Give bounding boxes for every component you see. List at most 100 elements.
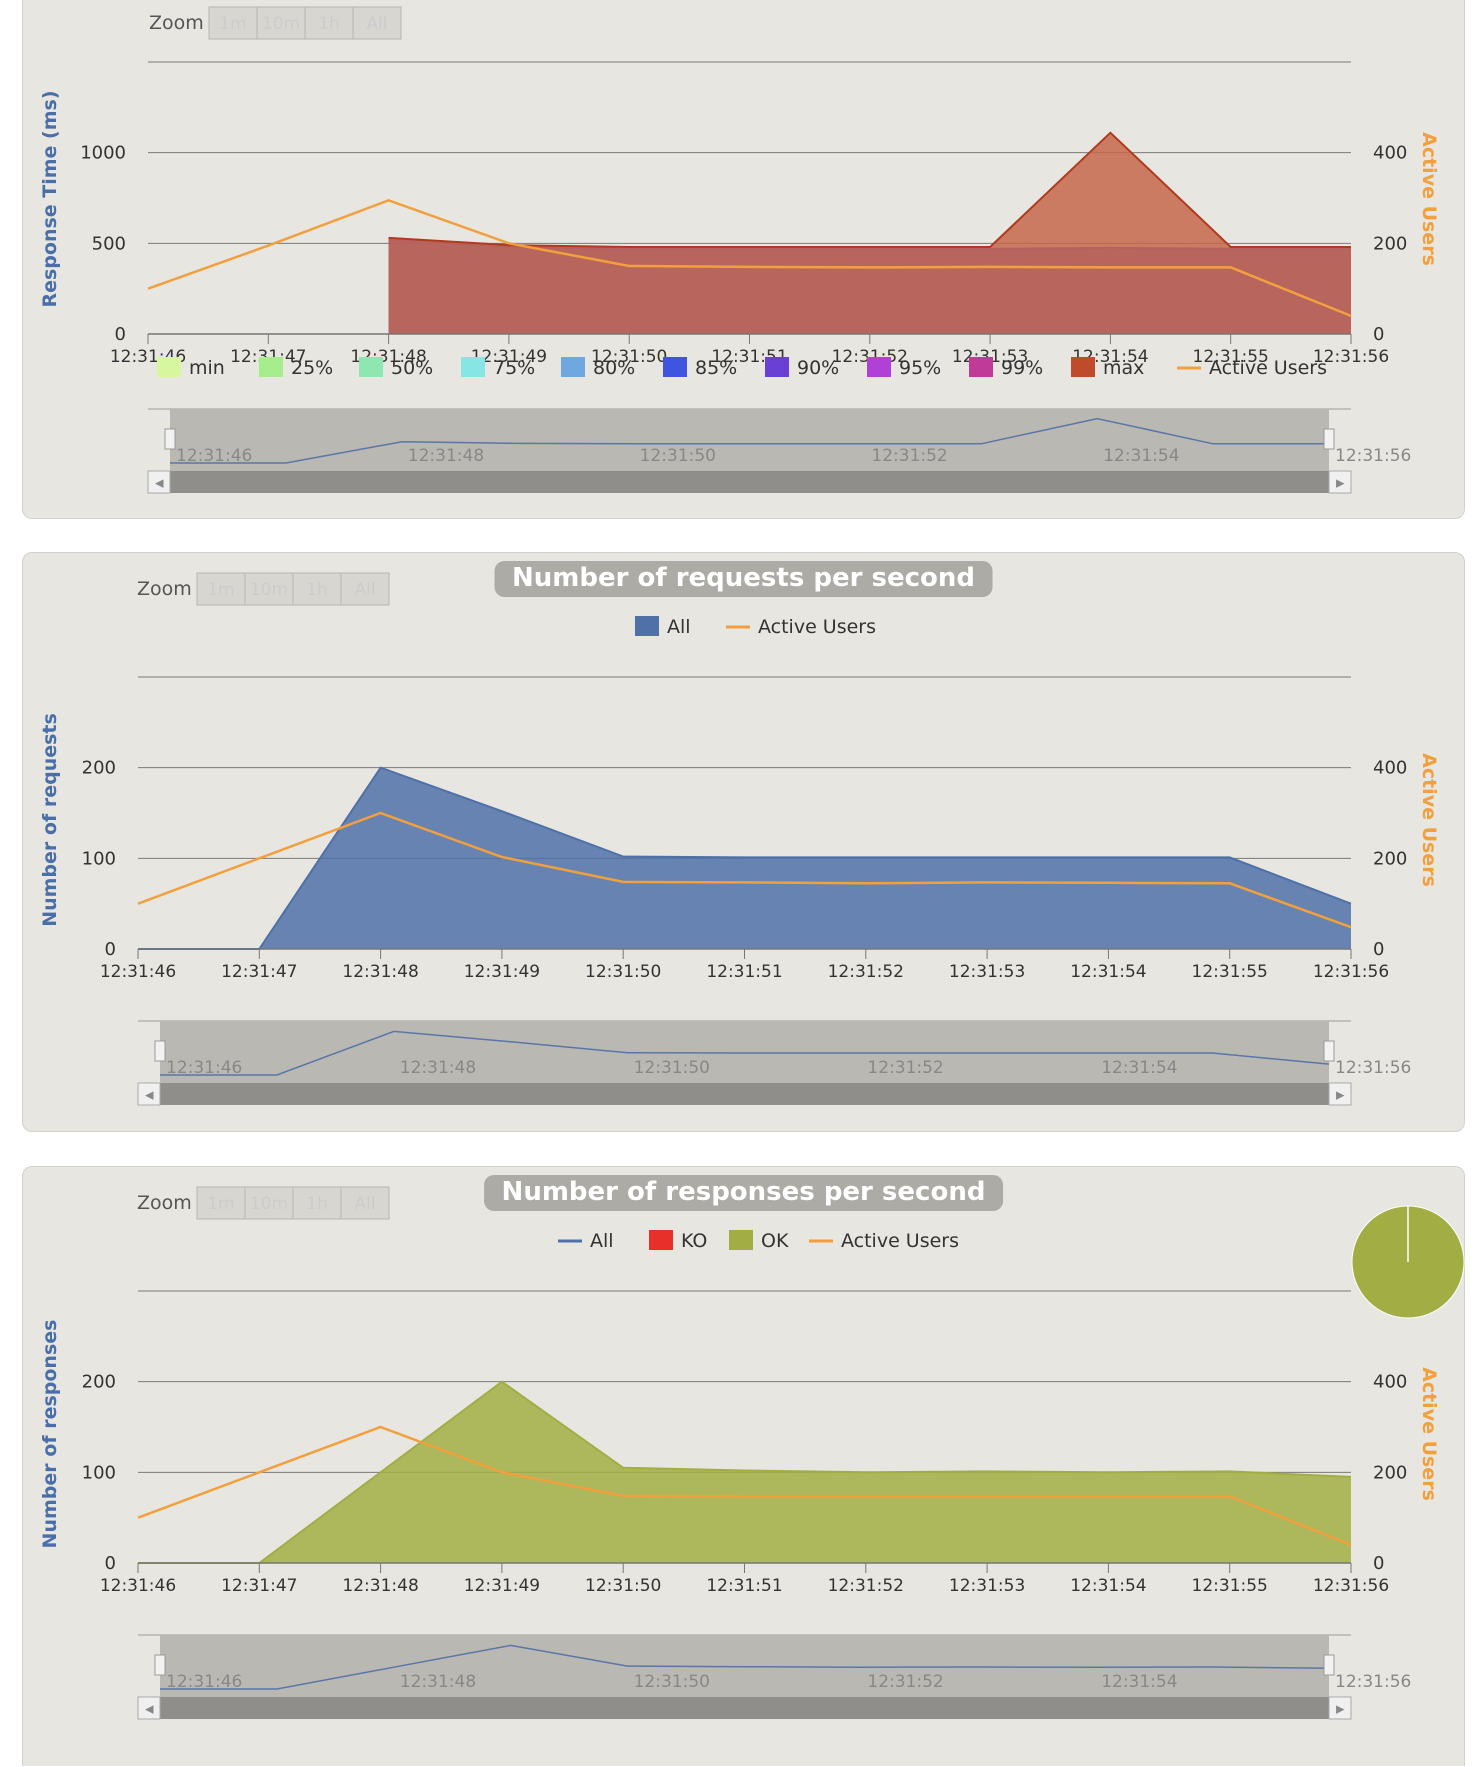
zoom-button-bg	[244, 572, 294, 606]
zoom-button-bg	[196, 572, 246, 606]
legend-item-all[interactable]: All	[558, 1230, 614, 1252]
scrollbar-track[interactable]	[148, 471, 1351, 493]
scroll-right-arrow-icon: ▸	[1336, 473, 1345, 493]
scroll-right-button[interactable]	[1328, 470, 1352, 494]
y2-axis-title: Active Users	[1418, 1367, 1440, 1501]
navigator-tick-label: 12:31:50	[640, 446, 716, 466]
navigator-window[interactable]	[170, 409, 1329, 471]
scroll-left-arrow-icon: ◂	[145, 1085, 154, 1105]
zoom-button-10m[interactable]: 10m	[244, 572, 294, 606]
x-axis-tick-label: 12:31:56	[1313, 1576, 1389, 1596]
legend-item-active-users[interactable]: Active Users	[1177, 357, 1327, 379]
y2-axis-tick-label: 0	[1373, 1553, 1384, 1574]
zoom-button-1h[interactable]: 1h	[304, 6, 354, 40]
legend-label: KO	[681, 1230, 707, 1252]
navigator-tick-label: 12:31:56	[1335, 1672, 1411, 1692]
zoom-button-all[interactable]: All	[352, 6, 402, 40]
navigator-right-handle[interactable]	[1323, 1654, 1335, 1676]
legend-item-75pct[interactable]: 75%	[461, 357, 535, 379]
y-axis-title: Number of responses	[39, 1320, 61, 1549]
legend-item-all[interactable]: All	[635, 616, 691, 638]
scrollbar-track[interactable]	[138, 1697, 1351, 1719]
zoom-button-1h[interactable]: 1h	[292, 1186, 342, 1220]
zoom-button-1h[interactable]: 1h	[292, 572, 342, 606]
x-axis-tick-label: 12:31:49	[464, 1576, 540, 1596]
active-users-line	[137, 1425, 1352, 1547]
zoom-button-all[interactable]: All	[340, 572, 390, 606]
zoom-button-label: 1h	[306, 580, 328, 600]
legend-swatch	[157, 357, 181, 377]
navigator-left-handle[interactable]	[154, 1040, 166, 1062]
y-axis-tick-label: 0	[115, 324, 126, 345]
x-axis-tick-label: 12:31:48	[342, 962, 418, 982]
legend-item-90pct[interactable]: 90%	[765, 357, 839, 379]
navigator-left-handle[interactable]	[164, 428, 176, 450]
legend-item-ko[interactable]: KO	[649, 1230, 707, 1252]
y2-axis-tick-label: 0	[1373, 324, 1384, 345]
x-axis-tick-label: 12:31:47	[221, 1576, 297, 1596]
legend-item-active-users[interactable]: Active Users	[809, 1230, 959, 1252]
zoom-button-label: 10m	[250, 580, 288, 600]
x-axis-tick-label: 12:31:52	[828, 1576, 904, 1596]
legend: min 25% 50% 75% 80% 85% 90% 95% 99% max Active Use…	[157, 357, 1327, 379]
y2-axis-title: Active Users	[1418, 753, 1440, 887]
x-axis-tick-label: 12:31:53	[949, 1576, 1025, 1596]
legend-item-95pct[interactable]: 95%	[867, 357, 941, 379]
scroll-left-button[interactable]	[147, 470, 171, 494]
zoom-button-10m[interactable]: 10m	[256, 6, 306, 40]
legend-item-85pct[interactable]: 85%	[663, 357, 737, 379]
legend-label: 95%	[899, 357, 941, 379]
y2-axis-tick-label: 200	[1373, 233, 1407, 254]
zoom-button-10m[interactable]: 10m	[244, 1186, 294, 1220]
x-axis-tick-label: 12:31:46	[100, 1576, 176, 1596]
legend-item-min[interactable]: min	[157, 357, 225, 379]
legend-item-80pct[interactable]: 80%	[561, 357, 635, 379]
legend-item-ok[interactable]: OK	[729, 1230, 789, 1252]
navigator-window[interactable]	[160, 1021, 1329, 1083]
legend-label: All	[667, 616, 691, 638]
legend-label: 90%	[797, 357, 839, 379]
y-axis-tick-label: 500	[92, 233, 126, 254]
chart-title: Number of responses per second	[483, 1175, 1004, 1211]
zoom-button-bg	[292, 1186, 342, 1220]
zoom-label: Zoom	[137, 578, 192, 600]
scroll-right-button[interactable]	[1328, 1082, 1352, 1106]
scroll-left-button[interactable]	[137, 1082, 161, 1106]
legend-item-50pct[interactable]: 50%	[359, 357, 433, 379]
navigator-tick-label: 12:31:50	[634, 1672, 710, 1692]
legend-item-active-users[interactable]: Active Users	[726, 616, 876, 638]
legend-item-max[interactable]: max	[1071, 357, 1144, 379]
navigator-right-handle[interactable]	[1323, 428, 1335, 450]
scroll-left-button[interactable]	[137, 1696, 161, 1720]
active-users-line	[147, 198, 1352, 318]
navigator-right-handle[interactable]	[1323, 1040, 1335, 1062]
y2-axis-tick-label: 400	[1373, 758, 1407, 779]
y2-axis-tick-label: 400	[1373, 143, 1407, 164]
y-axis-title: Number of requests	[39, 713, 61, 927]
legend-label: 50%	[391, 357, 433, 379]
requests-panel: Number of requests per second Zoom 1m 10m 1…	[22, 552, 1465, 1132]
zoom-button-all[interactable]: All	[340, 1186, 390, 1220]
navigator-tick-label: 12:31:56	[1335, 446, 1411, 466]
zoom-button-1m[interactable]: 1m	[196, 1186, 246, 1220]
navigator-tick-label: 12:31:52	[867, 1672, 943, 1692]
navigator-left-handle[interactable]	[154, 1654, 166, 1676]
legend-label: 25%	[291, 357, 333, 379]
legend-swatch	[765, 357, 789, 377]
legend-item-99pct[interactable]: 99%	[969, 357, 1043, 379]
zoom-button-1m[interactable]: 1m	[196, 572, 246, 606]
navigator-tick-label: 12:31:54	[1103, 446, 1179, 466]
scroll-left-arrow-icon: ◂	[145, 1699, 154, 1719]
zoom-button-label: 1h	[318, 14, 340, 34]
legend-item-25pct[interactable]: 25%	[259, 357, 333, 379]
scroll-right-button[interactable]	[1328, 1696, 1352, 1720]
x-axis-tick-label: 12:31:49	[471, 347, 547, 367]
navigator-tick-label: 12:31:48	[408, 446, 484, 466]
navigator-tick-label: 12:31:48	[400, 1058, 476, 1078]
x-axis-tick-label: 12:31:54	[1070, 1576, 1146, 1596]
y-axis-tick-label: 1000	[80, 143, 126, 164]
zoom-button-1m[interactable]: 1m	[208, 6, 258, 40]
x-axis-tick-label: 12:31:56	[1313, 962, 1389, 982]
scrollbar-track[interactable]	[138, 1083, 1351, 1105]
x-axis-tick-label: 12:31:55	[1193, 347, 1269, 367]
